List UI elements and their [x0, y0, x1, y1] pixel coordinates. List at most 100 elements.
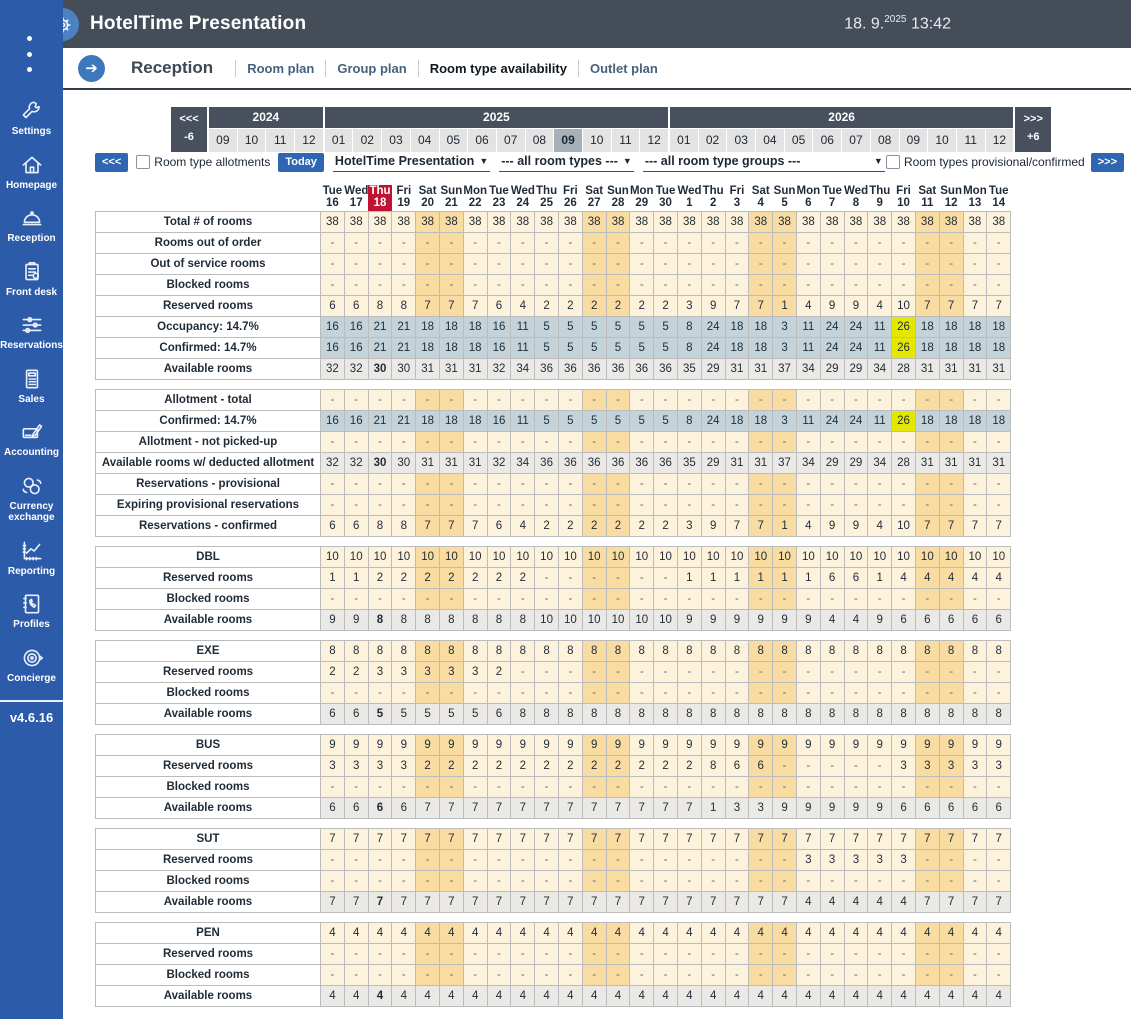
month-cell-2024-11[interactable]: 11 [266, 129, 294, 152]
scroll-left-button[interactable]: <<< [95, 153, 128, 172]
sidebar-item-reception[interactable]: Reception [0, 205, 63, 245]
grid-cell: 9 [606, 735, 630, 756]
month-cell-2026-10[interactable]: 10 [928, 129, 956, 152]
grid-cell: 10 [487, 547, 511, 568]
month-cell-2026-09[interactable]: 09 [900, 129, 928, 152]
month-cell-2025-06[interactable]: 06 [468, 129, 496, 152]
grid-cell: 30 [368, 359, 392, 380]
month-cell-2024-09[interactable]: 09 [209, 129, 237, 152]
sidebar-item-settings[interactable]: Settings [0, 98, 63, 138]
month-cell-2024-12[interactable]: 12 [295, 129, 323, 152]
allotments-checkbox[interactable] [136, 155, 150, 169]
nav-item-group-plan[interactable]: Group plan [337, 61, 406, 76]
month-cell-2025-02[interactable]: 02 [353, 129, 381, 152]
month-cell-2025-08[interactable]: 08 [526, 129, 554, 152]
grid-cell: 8 [773, 704, 797, 725]
sidebar-item-sales[interactable]: Sales [0, 366, 63, 406]
sidebar-item-homepage[interactable]: Homepage [0, 152, 63, 192]
sidebar-item-accounting[interactable]: Accounting [0, 419, 63, 459]
grid-cell: 16 [321, 411, 345, 432]
sidebar-item-profiles[interactable]: Profiles [0, 591, 63, 631]
sidebar-item-concierge[interactable]: Concierge [0, 645, 63, 685]
grid-cell: 4 [868, 923, 892, 944]
grid-cell: 38 [416, 212, 440, 233]
month-cell-2026-05[interactable]: 05 [785, 129, 813, 152]
month-cell-2024-10[interactable]: 10 [238, 129, 266, 152]
month-cell-2026-01[interactable]: 01 [670, 129, 698, 152]
month-cell-2025-05[interactable]: 05 [440, 129, 468, 152]
sidebar-item-reservations[interactable]: Reservations [0, 312, 63, 352]
sidebar-item-front-desk[interactable]: Front desk [0, 259, 63, 299]
grid-cell: 8 [511, 610, 535, 631]
grid-cell: 2 [677, 756, 701, 777]
hotel-select[interactable]: HotelTime Presentation▼ [333, 152, 490, 172]
grid-cell: 4 [487, 923, 511, 944]
grid-cell: 8 [939, 641, 963, 662]
grid-cell: 36 [535, 359, 559, 380]
nav-item-room-type-availability[interactable]: Room type availability [430, 61, 567, 76]
room-types-select[interactable]: --- all room types ---▼ [499, 152, 634, 172]
grid-cell: - [868, 756, 892, 777]
grid-cell: - [844, 495, 868, 516]
grid-cell: 18 [725, 317, 749, 338]
nav-item-room-plan[interactable]: Room plan [247, 61, 314, 76]
scroll-right-button[interactable]: >>> [1091, 153, 1124, 172]
grid-cell: 18 [939, 411, 963, 432]
grid-cell: - [796, 871, 820, 892]
grid-cell: - [654, 871, 678, 892]
month-cell-2026-02[interactable]: 02 [699, 129, 727, 152]
grid-cell: - [987, 683, 1011, 704]
month-cell-2025-04[interactable]: 04 [411, 129, 439, 152]
month-cell-2025-03[interactable]: 03 [382, 129, 410, 152]
month-cell-2026-08[interactable]: 08 [871, 129, 899, 152]
grid-cell: 9 [677, 735, 701, 756]
sidebar-item-label: Profiles [13, 619, 50, 631]
month-cell-2025-11[interactable]: 11 [612, 129, 640, 152]
sidebar-item-currency-exchange[interactable]: Currencyexchange [0, 473, 63, 524]
grid-cell: 31 [939, 359, 963, 380]
grid-cell: - [844, 474, 868, 495]
sidebar-item-reporting[interactable]: Reporting [0, 538, 63, 578]
room-groups-select[interactable]: --- all room type groups ---▼ [643, 152, 885, 172]
today-button[interactable]: Today [278, 153, 324, 172]
grid-cell: 10 [582, 547, 606, 568]
grid-cell: - [725, 850, 749, 871]
month-cell-2026-03[interactable]: 03 [727, 129, 755, 152]
grid-cell: 2 [606, 756, 630, 777]
grid-cell: - [392, 683, 416, 704]
day-header-tue-30: Tue30 [654, 185, 678, 212]
grid-cell: 8 [368, 516, 392, 537]
month-cell-2025-09[interactable]: 09 [554, 129, 582, 152]
grid-cell: - [844, 589, 868, 610]
nav-item-outlet-plan[interactable]: Outlet plan [590, 61, 658, 76]
grid-cell: 9 [677, 610, 701, 631]
grid-cell: 8 [939, 704, 963, 725]
grid-cell: - [416, 871, 440, 892]
grid-cell: - [820, 474, 844, 495]
month-cell-2025-10[interactable]: 10 [583, 129, 611, 152]
grid-cell: 8 [321, 641, 345, 662]
provisional-checkbox[interactable] [886, 155, 900, 169]
menu-ellipsis-icon[interactable] [27, 36, 35, 72]
grid-cell: - [416, 589, 440, 610]
grid-cell: 10 [582, 610, 606, 631]
month-cell-2025-01[interactable]: 01 [325, 129, 353, 152]
grid-cell: 7 [915, 892, 939, 913]
month-cell-2025-12[interactable]: 12 [640, 129, 668, 152]
grid-cell: - [677, 850, 701, 871]
period-next-button[interactable]: >>>+6 [1015, 107, 1051, 152]
grid-cell: 31 [915, 453, 939, 474]
month-cell-2025-07[interactable]: 07 [497, 129, 525, 152]
month-cell-2026-04[interactable]: 04 [756, 129, 784, 152]
period-prev-button[interactable]: <<<-6 [171, 107, 207, 152]
month-cell-2026-12[interactable]: 12 [986, 129, 1014, 152]
grid-cell: 18 [963, 411, 987, 432]
grid-cell: 7 [701, 892, 725, 913]
month-cell-2026-11[interactable]: 11 [957, 129, 985, 152]
grid-cell: - [511, 390, 535, 411]
back-arrow-icon[interactable]: ➔ [78, 55, 105, 82]
month-cell-2026-07[interactable]: 07 [842, 129, 870, 152]
grid-cell: - [939, 965, 963, 986]
month-cell-2026-06[interactable]: 06 [813, 129, 841, 152]
grid-cell: 2 [630, 296, 654, 317]
